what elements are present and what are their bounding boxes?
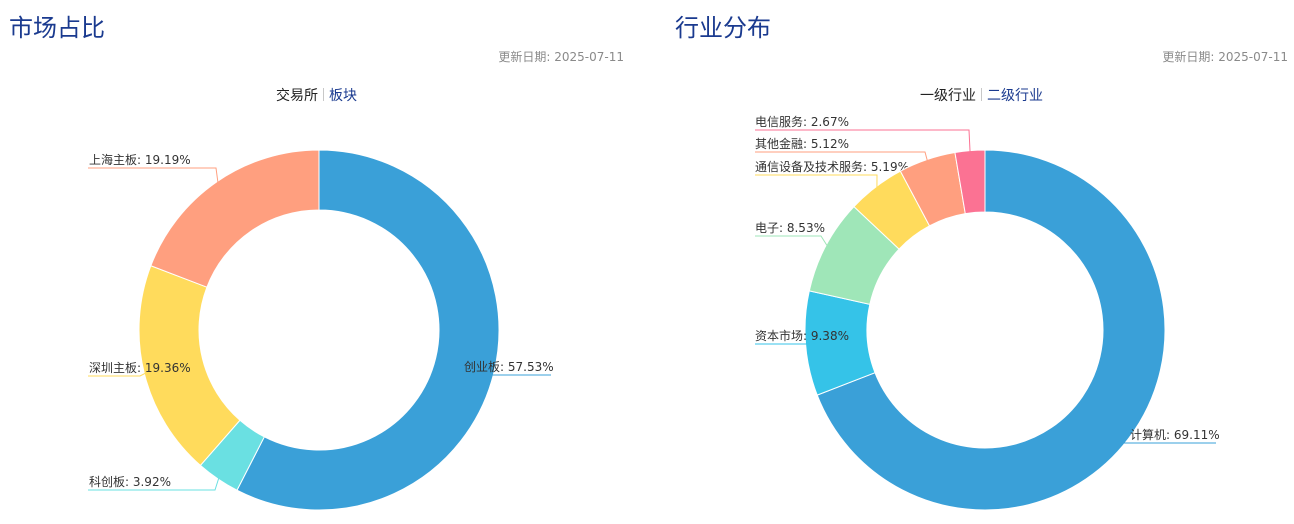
leader-line-0	[1119, 430, 1216, 444]
leader-line-4	[755, 151, 929, 162]
industry-distribution-toggle: 一级行业 二级行业	[920, 87, 1043, 105]
leader-line-2	[88, 372, 147, 377]
tab-separator	[323, 88, 324, 101]
market-share-donut-chart: 创业板: 57.53% 科创板: 3.92% 深圳主板: 19.36% 上海主板: 1…	[88, 149, 554, 511]
slice-label-3: 上海主板: 19.19%	[89, 152, 191, 167]
slice-label-1: 资本市场: 9.38%	[755, 328, 849, 343]
leader-line-2	[755, 235, 829, 247]
leader-line-0	[454, 371, 551, 376]
market-share-updated-date: 更新日期: 2025-07-11	[498, 50, 624, 64]
tab-board[interactable]: 板块	[329, 88, 357, 104]
donut-slice-0[interactable]	[236, 149, 500, 511]
donut-slice-3[interactable]	[150, 149, 320, 288]
slice-label-5: 电信服务: 2.67%	[755, 114, 849, 129]
slice-label-1: 科创板: 3.92%	[89, 475, 171, 489]
slice-label-2: 电子: 8.53%	[755, 221, 825, 235]
tab-exchange[interactable]: 交易所	[276, 88, 318, 104]
donut-slice-0[interactable]	[816, 149, 1166, 511]
slice-label-0: 创业板: 57.53%	[464, 360, 554, 374]
market-share-panel: 市场占比 更新日期: 2025-07-11 交易所 板块 创业板: 57.53% 科…	[9, 14, 624, 511]
tab-separator	[981, 88, 982, 101]
industry-distribution-title: 行业分布	[675, 14, 771, 42]
leader-line-1	[88, 477, 220, 491]
slice-label-4: 其他金融: 5.12%	[755, 136, 849, 151]
industry-distribution-updated-date: 更新日期: 2025-07-11	[1162, 50, 1288, 64]
industry-distribution-donut-chart: 计算机: 69.11% 资本市场: 9.38% 电子: 8.53% 通信设备及技术服务…	[755, 114, 1220, 511]
industry-distribution-panel: 行业分布 更新日期: 2025-07-11 一级行业 二级行业 计算机: 69.1…	[663, 0, 1294, 524]
market-share-toggle: 交易所 板块	[276, 87, 357, 105]
leader-line-1	[755, 342, 816, 345]
leader-line-3	[88, 167, 219, 184]
tab-level1-industry[interactable]: 一级行业	[920, 88, 976, 104]
slice-label-0: 计算机: 69.11%	[1130, 427, 1220, 442]
slice-label-2: 深圳主板: 19.36%	[89, 361, 191, 375]
slice-label-3: 通信设备及技术服务: 5.19%	[755, 159, 909, 174]
leader-line-3	[755, 174, 878, 189]
leader-line-5	[755, 129, 971, 153]
donut-slice-5[interactable]	[954, 149, 986, 215]
tab-level2-industry[interactable]: 二级行业	[987, 88, 1043, 104]
market-share-title: 市场占比	[9, 14, 105, 42]
